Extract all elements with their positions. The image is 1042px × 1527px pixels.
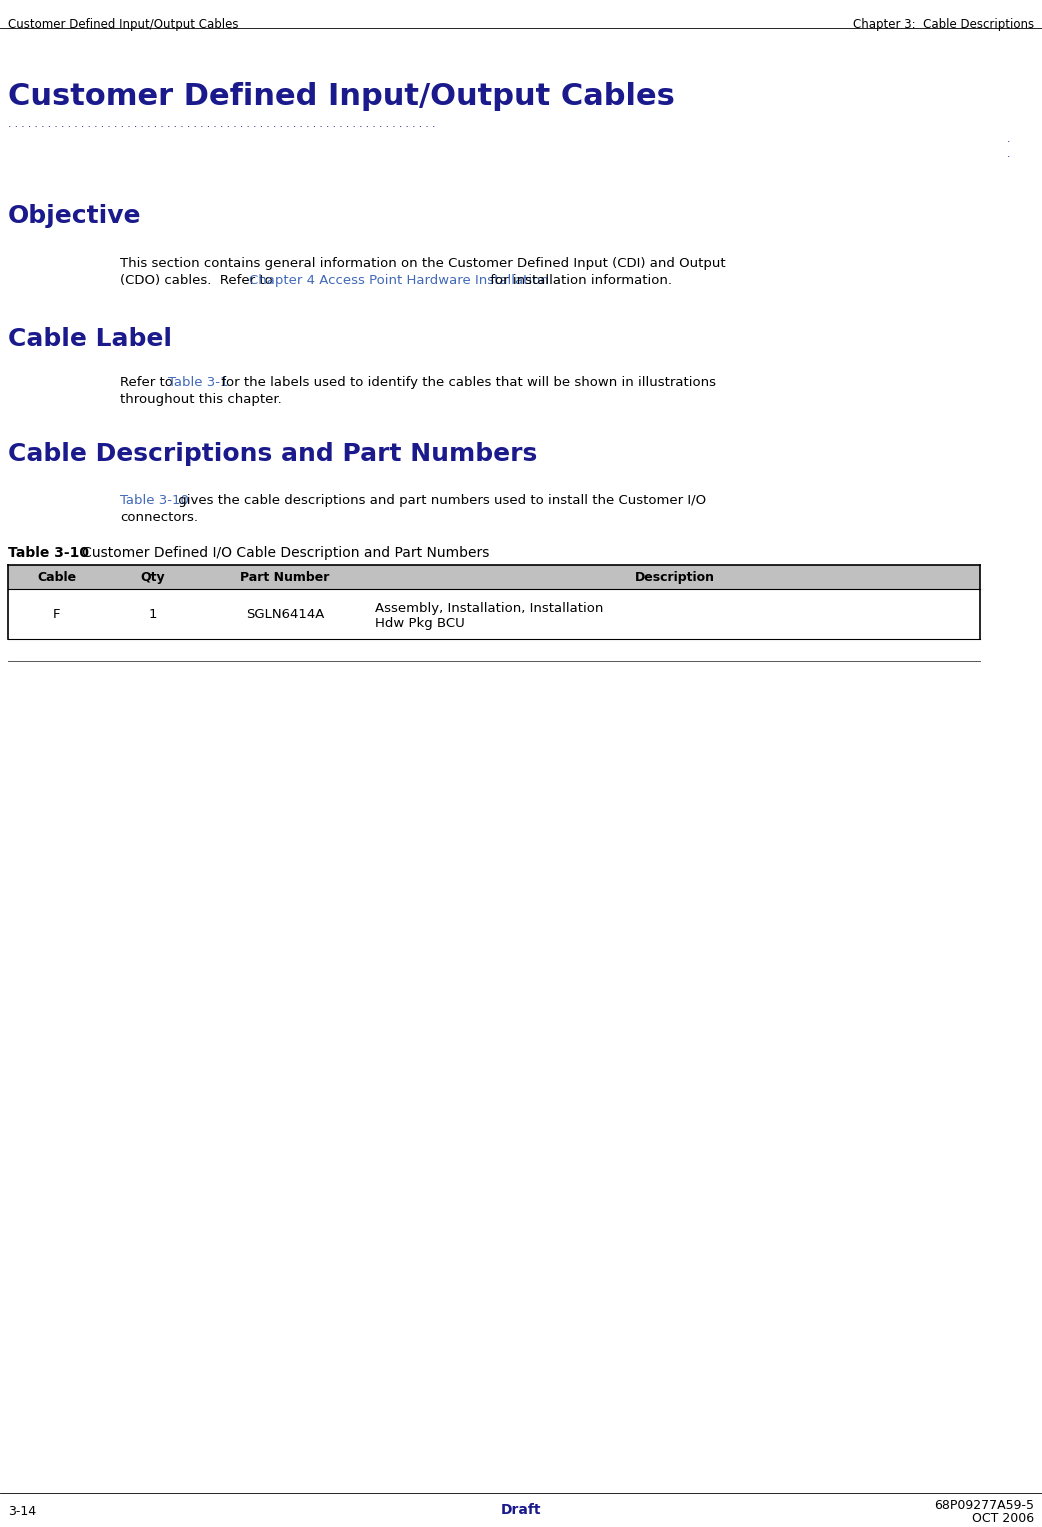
Text: for installation information.: for installation information.: [486, 273, 672, 287]
Text: Customer Defined I/O Cable Description and Part Numbers: Customer Defined I/O Cable Description a…: [69, 545, 490, 559]
Text: Cable Label: Cable Label: [8, 327, 172, 351]
Text: Customer Defined Input/Output Cables: Customer Defined Input/Output Cables: [8, 18, 239, 31]
Bar: [8, 565, 979, 589]
Text: Table 3-10: Table 3-10: [120, 493, 189, 507]
Text: . . . . . . . . . . . . . . . . . . . . . . . . . . . . . . . . . . . . . . . . : . . . . . . . . . . . . . . . . . . . . …: [8, 119, 436, 130]
Text: Draft: Draft: [501, 1503, 541, 1518]
Text: (CDO) cables.  Refer to: (CDO) cables. Refer to: [120, 273, 277, 287]
Text: Table 3-10: Table 3-10: [8, 545, 89, 559]
Text: OCT 2006: OCT 2006: [972, 1512, 1034, 1525]
Text: 1: 1: [148, 608, 156, 621]
Text: Assembly, Installation, Installation: Assembly, Installation, Installation: [375, 602, 603, 615]
Text: Qty: Qty: [141, 571, 165, 583]
Text: This section contains general information on the Customer Defined Input (CDI) an: This section contains general informatio…: [120, 257, 725, 270]
Text: for the labels used to identify the cables that will be shown in illustrations: for the labels used to identify the cabl…: [217, 376, 716, 389]
Text: 68P09277A59-5: 68P09277A59-5: [934, 1500, 1034, 1512]
Text: gives the cable descriptions and part numbers used to install the Customer I/O: gives the cable descriptions and part nu…: [174, 493, 705, 507]
Text: Refer to: Refer to: [120, 376, 177, 389]
Text: Objective: Objective: [8, 205, 142, 228]
Text: Cable: Cable: [36, 571, 76, 583]
Text: .: .: [1007, 150, 1010, 159]
Text: Chapter 4 Access Point Hardware Installation: Chapter 4 Access Point Hardware Installa…: [249, 273, 549, 287]
Text: throughout this chapter.: throughout this chapter.: [120, 394, 281, 406]
Text: Part Number: Part Number: [241, 571, 329, 583]
Text: connectors.: connectors.: [120, 510, 198, 524]
Text: 3-14: 3-14: [8, 1506, 36, 1518]
Text: SGLN6414A: SGLN6414A: [246, 608, 324, 621]
Text: Customer Defined Input/Output Cables: Customer Defined Input/Output Cables: [8, 81, 675, 110]
Text: Cable Descriptions and Part Numbers: Cable Descriptions and Part Numbers: [8, 441, 538, 466]
Text: Description: Description: [635, 571, 715, 583]
Text: Table 3-1: Table 3-1: [169, 376, 229, 389]
Text: Chapter 3:  Cable Descriptions: Chapter 3: Cable Descriptions: [852, 18, 1034, 31]
Text: Hdw Pkg BCU: Hdw Pkg BCU: [375, 617, 465, 631]
Text: .: .: [1007, 134, 1010, 145]
Text: F: F: [53, 608, 60, 621]
